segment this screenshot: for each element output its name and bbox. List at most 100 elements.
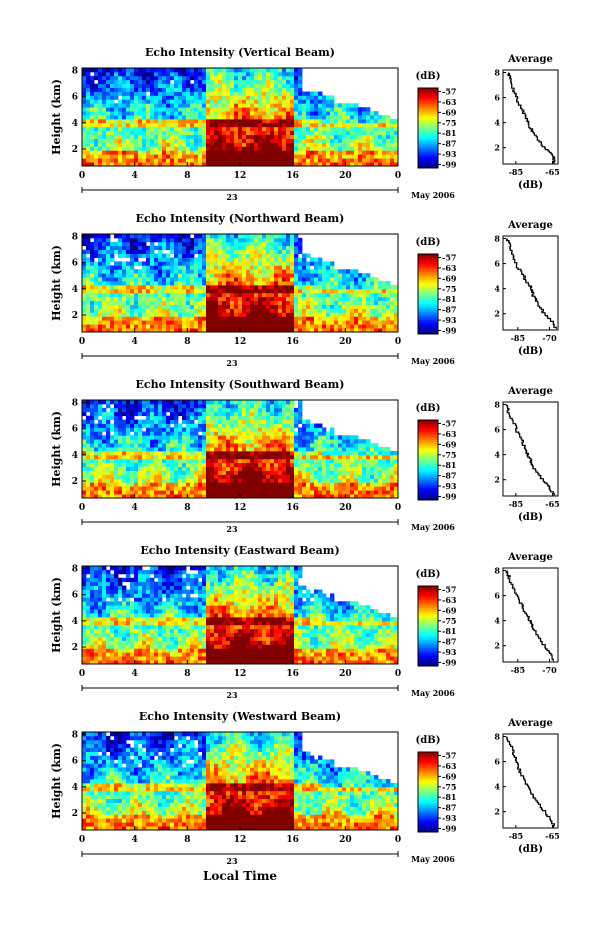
x-tick-label: 0 xyxy=(79,669,85,679)
avg-x-tick-label: -85 xyxy=(509,167,523,177)
x-tick-label: 12 xyxy=(234,669,247,679)
avg-y-tick-label: 4 xyxy=(494,616,500,626)
avg-y-tick-label: 8 xyxy=(494,68,500,78)
avg-x-tick-label: -85 xyxy=(509,831,523,841)
avg-y-tick-label: 2 xyxy=(494,641,500,651)
avg-title: Average xyxy=(507,386,553,397)
x-tick-label: 8 xyxy=(184,337,190,347)
colorbar-unit: (dB) xyxy=(416,735,441,746)
avg-y-tick-label: 8 xyxy=(494,400,500,410)
x-tick-label: 12 xyxy=(234,835,247,845)
colorbar-tick-label: -99 xyxy=(442,492,457,502)
avg-profile-line xyxy=(505,570,554,662)
x-tick-label: 0 xyxy=(79,171,85,181)
colorbar-tick-label: -57 xyxy=(442,418,456,428)
avg-y-tick-label: 6 xyxy=(494,425,500,435)
date-label: May 2006 xyxy=(411,688,455,698)
avg-title: Average xyxy=(507,54,553,65)
x-axis-title: Local Time xyxy=(203,869,277,883)
avg-y-tick-label: 4 xyxy=(494,284,500,294)
colorbar-tick-label: -93 xyxy=(442,481,457,491)
colorbar-tick-label: -99 xyxy=(442,160,457,170)
day-label: 23 xyxy=(226,690,238,700)
y-axis-label: Height (km) xyxy=(50,79,63,155)
colorbar-tick-label: -87 xyxy=(442,637,456,647)
colorbar-tick-label: -63 xyxy=(442,595,457,605)
colorbar-tick-label: -69 xyxy=(442,439,457,449)
y-tick-label: 8 xyxy=(72,731,78,741)
y-tick-label: 8 xyxy=(72,565,78,575)
panel-title: Echo Intensity (Southward Beam) xyxy=(136,378,345,391)
colorbar-tick-label: -75 xyxy=(442,450,456,460)
panel-5: Echo Intensity (Westward Beam) 2 4 6 8 Height… xyxy=(50,710,560,866)
avg-x-tick-label: -70 xyxy=(542,333,557,343)
x-tick-label: 12 xyxy=(234,337,247,347)
colorbar: -57-63-69-75-81-87-93-99 xyxy=(417,584,457,668)
colorbar-tick-label: -87 xyxy=(442,803,456,813)
y-tick-label: 4 xyxy=(72,119,78,129)
colorbar-tick-label: -69 xyxy=(442,273,457,283)
avg-x-label: (dB) xyxy=(518,512,543,523)
colorbar-tick-label: -93 xyxy=(442,813,457,823)
y-tick-label: 6 xyxy=(72,425,78,435)
panel-3: Echo Intensity (Southward Beam) 2 4 6 8 Heigh… xyxy=(50,378,560,534)
x-tick-label: 20 xyxy=(339,171,352,181)
avg-x-tick-label: -70 xyxy=(542,665,557,675)
avg-y-tick-label: 6 xyxy=(494,757,500,767)
colorbar: -57-63-69-75-81-87-93-99 xyxy=(417,418,457,502)
x-tick-label: 4 xyxy=(132,337,138,347)
x-tick-label: 16 xyxy=(286,171,299,181)
y-tick-label: 2 xyxy=(72,643,78,653)
x-tick-label: 0 xyxy=(395,171,401,181)
y-tick-label: 2 xyxy=(72,477,78,487)
colorbar-tick-label: -99 xyxy=(442,658,457,668)
avg-y-tick-label: 2 xyxy=(494,807,500,817)
day-label: 23 xyxy=(226,856,238,866)
avg-y-tick-label: 8 xyxy=(494,566,500,576)
panel-title: Echo Intensity (Westward Beam) xyxy=(139,710,341,723)
y-tick-label: 6 xyxy=(72,93,78,103)
panel-4: Echo Intensity (Eastward Beam) 2 4 6 8 Height… xyxy=(50,544,559,700)
y-tick-label: 6 xyxy=(72,757,78,767)
colorbar-tick-label: -93 xyxy=(442,315,457,325)
avg-y-tick-label: 6 xyxy=(494,259,500,269)
x-tick-label: 12 xyxy=(234,503,247,513)
y-tick-label: 2 xyxy=(72,809,78,819)
panel-title: Echo Intensity (Northward Beam) xyxy=(136,212,345,225)
x-tick-label: 16 xyxy=(286,503,299,513)
y-axis-label: Height (km) xyxy=(50,245,63,321)
date-label: May 2006 xyxy=(411,356,455,366)
avg-y-tick-label: 4 xyxy=(494,118,500,128)
colorbar-tick-label: -99 xyxy=(442,326,457,336)
x-tick-label: 20 xyxy=(339,337,352,347)
day-label: 23 xyxy=(226,524,238,534)
intensity-heatmap xyxy=(82,68,399,167)
colorbar-tick-label: -75 xyxy=(442,616,456,626)
avg-y-tick-label: 2 xyxy=(494,309,500,319)
y-tick-label: 8 xyxy=(72,233,78,243)
colorbar-unit: (dB) xyxy=(416,71,441,82)
colorbar-unit: (dB) xyxy=(416,569,441,580)
avg-frame xyxy=(502,69,559,165)
x-tick-label: 0 xyxy=(395,337,401,347)
date-label: May 2006 xyxy=(411,522,455,532)
x-tick-label: 0 xyxy=(79,835,85,845)
colorbar: -57-63-69-75-81-87-93-99 xyxy=(417,86,457,170)
avg-x-label: (dB) xyxy=(518,180,543,191)
x-tick-label: 4 xyxy=(132,503,138,513)
y-axis-label: Height (km) xyxy=(50,743,63,819)
colorbar-tick-label: -87 xyxy=(442,305,456,315)
colorbar: -57-63-69-75-81-87-93-99 xyxy=(417,750,457,834)
colorbar: -57-63-69-75-81-87-93-99 xyxy=(417,252,457,336)
avg-y-tick-label: 6 xyxy=(494,93,500,103)
y-tick-label: 4 xyxy=(72,783,78,793)
avg-y-tick-label: 6 xyxy=(494,591,500,601)
avg-y-tick-label: 2 xyxy=(494,143,500,153)
x-tick-label: 16 xyxy=(286,337,299,347)
avg-y-tick-label: 4 xyxy=(494,450,500,460)
x-tick-label: 20 xyxy=(339,503,352,513)
colorbar-tick-label: -81 xyxy=(442,626,456,636)
y-tick-label: 2 xyxy=(72,311,78,321)
colorbar-tick-label: -75 xyxy=(442,782,456,792)
panel-1: Echo Intensity (Vertical Beam) 2 4 6 8 Height… xyxy=(50,46,560,202)
